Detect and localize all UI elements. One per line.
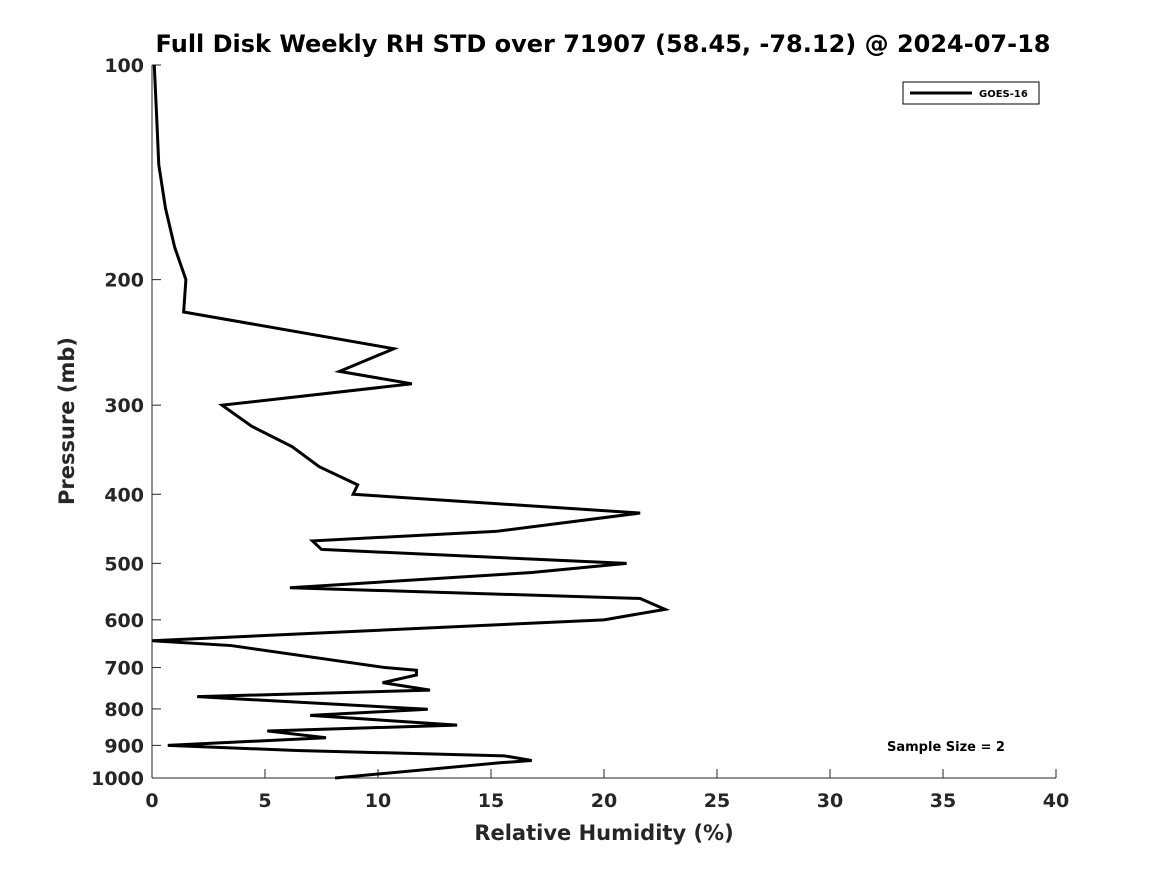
- sample-size-annotation: Sample Size = 2: [887, 740, 1005, 755]
- x-tick-label: 25: [704, 790, 730, 812]
- y-tick-label: 900: [104, 735, 144, 757]
- y-tick-label: 400: [104, 484, 144, 506]
- series-line-1: [151, 64, 671, 780]
- x-tick-label: 0: [145, 790, 158, 812]
- series-layer: [151, 64, 671, 780]
- x-tick-label: 5: [258, 790, 271, 812]
- y-tick-label: 700: [104, 658, 144, 680]
- x-tick-label: 15: [478, 790, 504, 812]
- y-tick-label: 500: [104, 553, 144, 575]
- x-tick-label: 20: [591, 790, 617, 812]
- y-axis-label: Pressure (mb): [55, 337, 79, 505]
- x-tick-label: 30: [817, 790, 843, 812]
- x-axis: 0 5 10 15 20 25 30 35 40: [145, 769, 1069, 812]
- x-axis-label: Relative Humidity (%): [474, 821, 733, 845]
- x-tick-label: 35: [930, 790, 956, 812]
- x-tick-label: 40: [1043, 790, 1069, 812]
- x-tick-label: 10: [365, 790, 391, 812]
- y-tick-label: 800: [104, 699, 144, 721]
- y-tick-label: 1000: [91, 768, 144, 790]
- y-tick-label: 100: [104, 55, 144, 77]
- y-tick-label: 300: [104, 395, 144, 417]
- y-tick-label: 600: [104, 610, 144, 632]
- chart-title: Full Disk Weekly RH STD over 71907 (58.4…: [156, 30, 1051, 58]
- plot-area: 0 5 10 15 20 25 30 35 40 100 200 300 400 500 600 700 80…: [91, 55, 1069, 812]
- legend: GOES-16: [902, 81, 1040, 105]
- y-tick-label: 200: [104, 270, 144, 292]
- legend-label: GOES-16: [979, 89, 1028, 100]
- y-axis: 100 200 300 400 500 600 700 800 900 1000: [91, 55, 161, 790]
